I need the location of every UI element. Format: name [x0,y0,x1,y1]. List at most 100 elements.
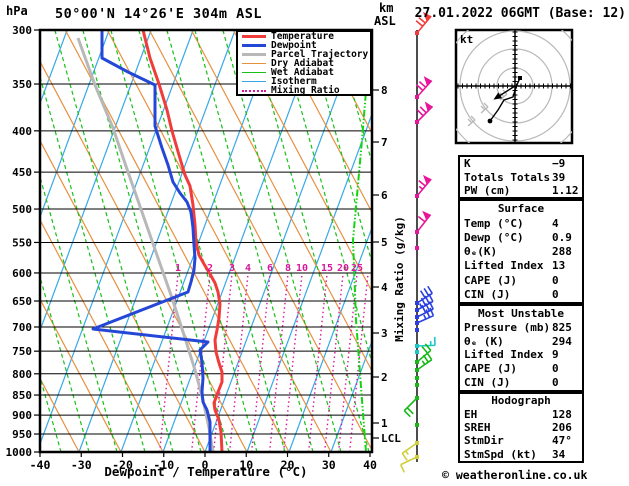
index-value: 4 [552,216,559,230]
index-label: Pressure (mb) [464,320,551,334]
index-label: Lifted Index [464,348,544,362]
index-label: StmSpd (kt) [464,447,537,461]
legend-item: Dry Adiabat [238,58,370,69]
wind-barb [403,396,419,418]
pressure-tick-label: 550 [12,236,32,249]
mixing-ratio-value: 25 [351,263,363,274]
altitude-tick-label: 8 [381,84,388,97]
index-row: K −9 [460,157,582,170]
index-value: 288 [552,245,572,258]
index-label: θₑ(K) [464,245,498,258]
altitude-tick-label: 4 [381,281,388,294]
mixing-ratio-axis-label: Mixing Ratio (g/kg) [393,216,406,342]
hodograph-unit-label: kt [460,33,473,46]
temperature-tick-label: 0 [202,458,209,472]
legend-item: Wet Adiabat [238,67,370,78]
pressure-tick-label: 1000 [6,446,33,459]
temperature-tick-label: 20 [281,458,295,472]
temperature-axis-label: Dewpoint / Temperature (°C) [104,464,308,479]
temperature-tick-label: -20 [112,458,133,472]
panel-title: Most Unstable [477,306,565,320]
index-row: CAPE (J) 0 [460,274,582,287]
legend-line-sample [242,72,266,73]
index-label: SREH [464,420,491,434]
wind-barb [415,343,432,364]
altitude-axis: 8 7 6 5 4 3 2 1 LCL [372,84,401,445]
wind-barb [415,376,419,380]
hodograph-gray-barb [480,102,489,114]
wind-barb-column [399,11,436,473]
index-row: CIN (J) 0 [460,376,582,389]
index-value: 0 [552,287,559,301]
pressure-tick-label: 750 [12,345,32,358]
panel-title: Surface [497,202,545,216]
altitude-unit-km: km [379,1,394,15]
index-label: K [464,157,471,171]
index-label: Temp (°C) [464,216,524,230]
hodograph-inset: kt [454,28,574,145]
background-grid [40,30,372,452]
altitude-tick-label: 1 [381,417,388,430]
altitude-tick-label: 7 [381,136,388,149]
sounding-traces [76,30,372,452]
wind-barb [415,383,419,387]
legend-item-label: Mixing Ratio [271,85,340,96]
temperature-line [141,30,224,452]
index-label: Dewp (°C) [464,230,524,244]
dewpoint-line [91,30,212,452]
index-row: Pressure (mb) 825 [460,321,582,334]
wind-barb [415,101,434,124]
index-value: 47° [552,434,572,448]
mixing-ratio-value: 15 [321,263,333,274]
legend-item-label: Dewpoint [271,40,317,51]
wind-barb [415,423,419,427]
panel-title: Hodograph [491,394,551,408]
index-label: CAPE (J) [464,362,517,376]
lcl-label: LCL [381,432,401,445]
index-row: CAPE (J) 0 [460,362,582,375]
most-unstable-box: Most Unstable Pressure (mb) 825 θₑ (K) 294 Li… [458,304,584,392]
pressure-tick-label: 650 [12,295,32,308]
mixing-ratio-value: 4 [245,263,251,274]
pressure-tick-label: 900 [12,409,32,422]
temperature-axis: -40 -30 -20 -10 0 10 20 30 40 [30,452,377,472]
temperature-tick-label: -40 [30,458,51,472]
mixing-ratio-value: 10 [296,263,308,274]
wind-barb [415,350,419,354]
index-label: CAPE (J) [464,273,517,287]
datetime-title: 27.01.2022 06GMT (Base: 12) [414,6,626,21]
pressure-tick-label: 850 [12,389,32,402]
station-title: 50°00'N 14°26'E 304m ASL [55,6,263,22]
altitude-tick-label: 2 [381,371,388,384]
altitude-unit-asl: ASL [374,14,396,28]
pressure-tick-label: 350 [12,78,32,91]
hodograph-box: Hodograph EH 128 SREH 206 StmDir 47° StmSpd (kt… [458,392,584,463]
temperature-tick-label: 30 [322,458,336,472]
wind-barb [399,455,419,473]
altitude-axis-unit: km ASL [374,2,396,28]
index-value: 0 [552,273,559,287]
temperature-tick-label: -10 [153,458,174,472]
mixing-ratio-value: 3 [229,263,235,274]
index-value: 294 [552,334,572,348]
plot-border [38,28,374,454]
index-label: CIN (J) [464,287,511,301]
wind-barb [415,76,433,99]
index-value: 0 [552,362,559,376]
legend-line-sample [242,81,266,82]
wind-barb [415,352,433,372]
temperature-tick-label: 40 [363,458,377,472]
pressure-axis-unit: hPa [6,4,28,18]
altitude-tick-label: 6 [381,189,388,202]
mixing-ratio-value: 20 [337,263,349,274]
legend-item-label: Parcel Trajectory [271,49,369,60]
legend-item: Isotherm [238,76,370,87]
legend-item: Dewpoint [238,40,370,51]
legend-item: Temperature [238,31,370,42]
index-value: 13 [552,259,566,273]
pressure-tick-label: 400 [12,125,32,138]
altitude-tick-label: 3 [381,327,388,340]
index-label: Totals Totals [464,170,551,184]
pressure-tick-label: 800 [12,368,32,381]
